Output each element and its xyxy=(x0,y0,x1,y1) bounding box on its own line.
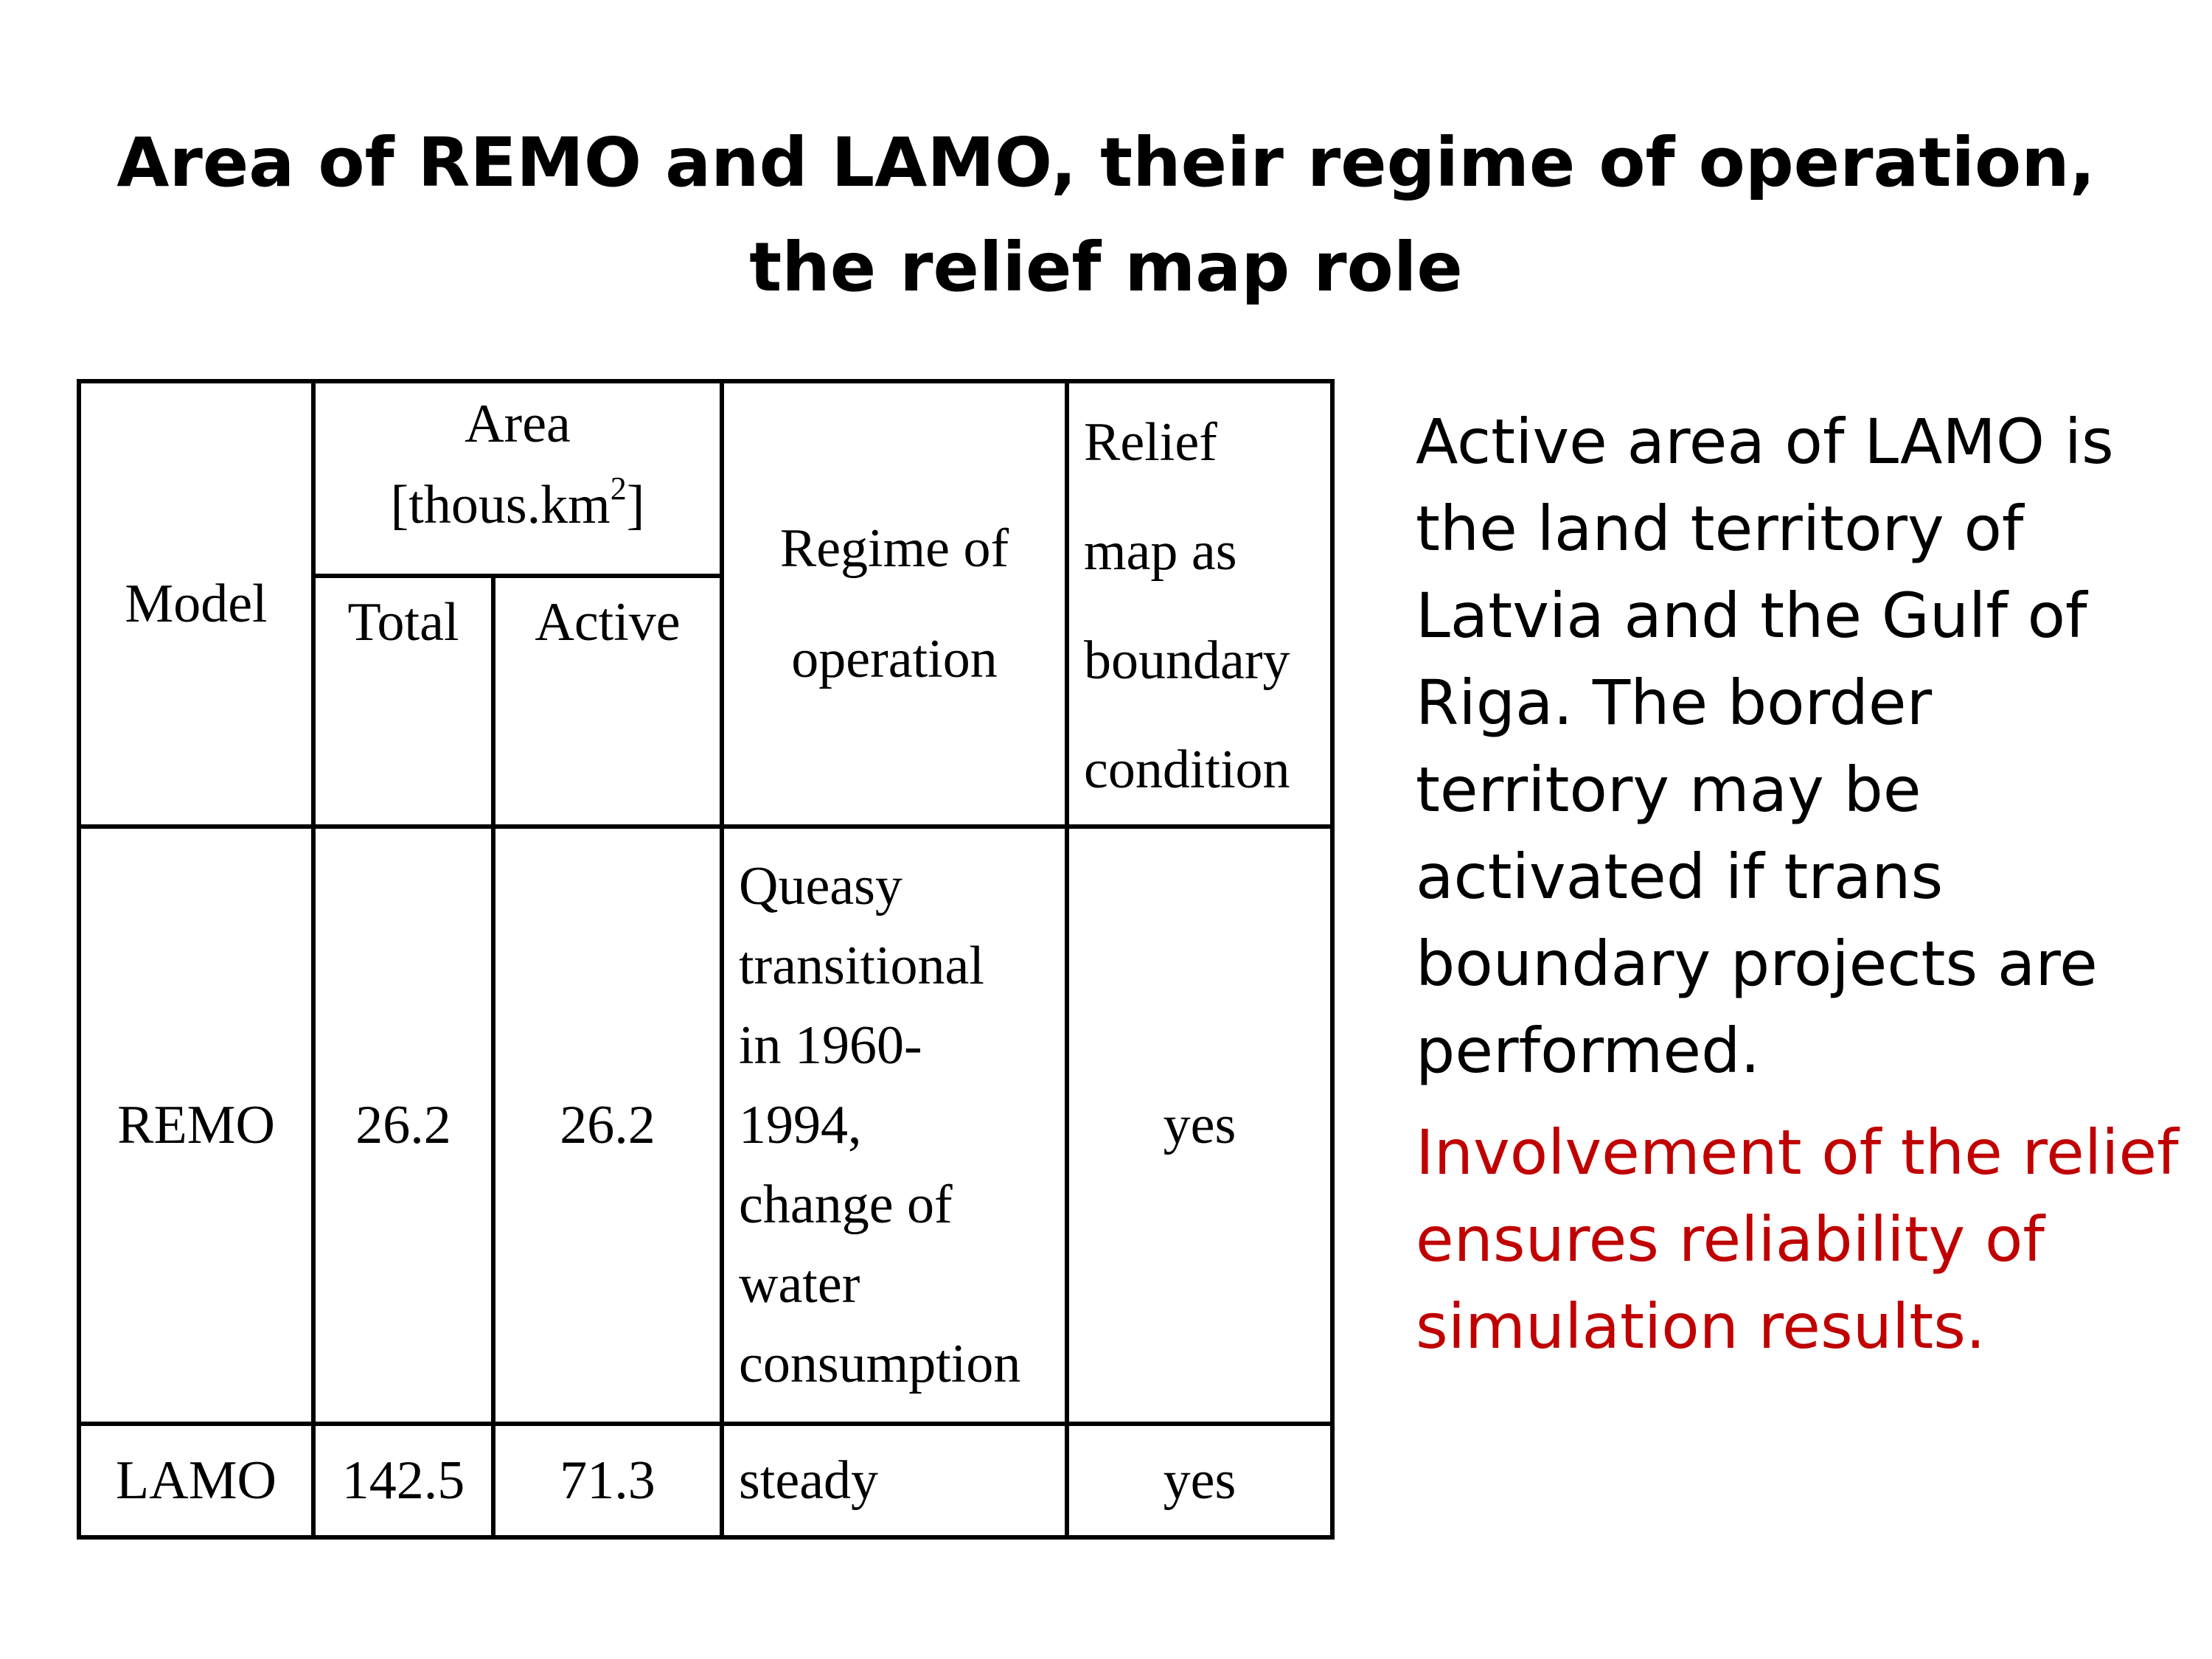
side-paragraph-black: Active area of LAMO is the land territor… xyxy=(1416,406,2114,1087)
cell-total: 142.5 xyxy=(311,1422,495,1540)
header-area-line1: Area xyxy=(465,394,571,454)
header-model: Model xyxy=(77,379,316,829)
side-text: Active area of LAMO is the land territor… xyxy=(1416,398,2197,1370)
header-area: Area [thous.km2] xyxy=(311,379,724,578)
cell-active: 26.2 xyxy=(491,824,724,1426)
header-row-2: Total Active xyxy=(79,574,1332,829)
cell-relief: yes xyxy=(1065,1422,1335,1540)
header-total: Total xyxy=(311,574,495,829)
cell-active: 71.3 xyxy=(491,1422,724,1540)
header-row-1: Model Area [thous.km2] Regime of operati… xyxy=(77,379,1335,829)
cell-relief: yes xyxy=(1065,824,1335,1426)
cell-model: LAMO xyxy=(77,1422,316,1540)
table-row: REMO 26.2 26.2 Queasy transitional in 19… xyxy=(77,824,1335,1426)
slide-title: Area of REMO and LAMO, their regime of o… xyxy=(0,111,2212,320)
header-relief: Relief map as boundary condition xyxy=(1065,379,1335,829)
table-row: LAMO 142.5 71.3 steady yes xyxy=(77,1422,1335,1540)
cell-regime: steady xyxy=(720,1422,1069,1540)
header-area-line2: [thous.km2] xyxy=(390,470,645,535)
cell-model: REMO xyxy=(77,824,316,1426)
header-active: Active xyxy=(491,574,724,829)
title-line-1: Area of REMO and LAMO, their regime of o… xyxy=(116,123,2096,202)
side-paragraph-red: Involvement of the relief ensures reliab… xyxy=(1416,1116,2179,1363)
header-regime: Regime of operation xyxy=(720,379,1069,829)
title-line-2: the relief map role xyxy=(749,228,1463,307)
cell-regime: Queasy transitional in 1960- 1994, chang… xyxy=(720,824,1069,1426)
models-table: Model Area [thous.km2] Regime of operati… xyxy=(77,379,1335,1540)
cell-total: 26.2 xyxy=(311,824,495,1426)
